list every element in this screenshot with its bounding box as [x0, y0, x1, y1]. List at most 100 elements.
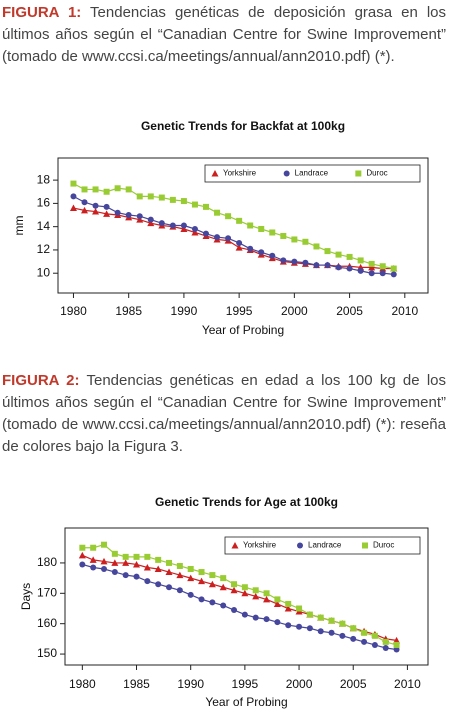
marker [158, 194, 165, 201]
marker [231, 581, 238, 588]
marker [357, 257, 364, 264]
marker [122, 553, 129, 560]
marker [382, 638, 389, 645]
marker [274, 596, 281, 603]
marker [241, 589, 249, 597]
x-tick-label: 1995 [232, 677, 259, 691]
marker [220, 602, 227, 609]
marker [169, 196, 176, 203]
marker [176, 587, 183, 594]
marker [280, 257, 287, 264]
marker [122, 559, 130, 566]
marker [209, 572, 216, 579]
marker [69, 204, 77, 212]
marker [350, 625, 357, 632]
marker [357, 267, 364, 274]
y-tick-label: 18 [37, 172, 51, 186]
marker [291, 236, 298, 243]
marker [198, 577, 206, 585]
marker [114, 185, 121, 192]
marker [103, 188, 110, 195]
y-tick-label: 160 [37, 616, 57, 630]
x-tick-label: 2005 [336, 304, 363, 318]
marker [297, 542, 303, 549]
marker [203, 230, 209, 237]
series-line [73, 207, 394, 270]
x-tick-label: 2000 [286, 677, 313, 691]
marker [379, 263, 386, 270]
marker [191, 225, 198, 232]
marker [114, 209, 121, 216]
marker [155, 581, 162, 588]
marker [180, 198, 187, 205]
marker [187, 591, 194, 598]
marker [324, 248, 331, 255]
marker [302, 259, 309, 266]
series-line [82, 554, 397, 641]
marker [147, 219, 155, 227]
series-line [82, 563, 397, 651]
marker [147, 216, 154, 223]
marker [339, 632, 346, 639]
marker [335, 264, 342, 271]
marker [158, 220, 165, 227]
marker [133, 553, 140, 560]
plot-frame [64, 527, 429, 666]
marker [111, 559, 119, 566]
marker [263, 590, 270, 597]
marker [258, 249, 265, 256]
marker [382, 644, 389, 651]
marker [235, 244, 243, 251]
x-tick-label: 1985 [115, 304, 142, 318]
marker [136, 213, 143, 220]
marker [313, 243, 320, 250]
marker [317, 628, 324, 635]
marker [346, 253, 353, 260]
marker [355, 170, 362, 177]
marker [317, 614, 324, 621]
marker [154, 565, 162, 573]
x-tick-label: 2000 [281, 304, 308, 318]
marker [225, 213, 232, 220]
x-tick-label: 1990 [177, 677, 204, 691]
marker [393, 636, 401, 644]
x-tick-label: 1980 [69, 677, 96, 691]
marker [241, 584, 248, 591]
y-tick-label: 180 [37, 555, 57, 569]
marker [169, 222, 176, 229]
marker [258, 225, 265, 232]
marker [306, 611, 313, 618]
marker [214, 209, 221, 216]
marker [78, 551, 86, 559]
series-line [73, 183, 394, 270]
marker [103, 210, 111, 217]
marker [198, 569, 205, 576]
marker [122, 572, 129, 579]
marker [176, 571, 184, 579]
chart: Genetic Trends for Age at 100kg 150 160 170… [19, 495, 429, 709]
series-line [82, 544, 397, 646]
marker [70, 193, 77, 200]
caption-label: FIGURA 2: [2, 372, 80, 389]
marker [368, 260, 375, 267]
y-axis-label: Days [19, 583, 33, 610]
marker [89, 556, 97, 563]
marker [269, 229, 276, 236]
caption-text: Tendencias genéticas de deposición grasa… [2, 4, 446, 65]
marker [291, 258, 298, 265]
legend-label: Duroc [366, 169, 387, 178]
marker [211, 170, 219, 177]
plot-frame [57, 157, 429, 294]
marker [269, 252, 276, 259]
marker [350, 635, 357, 642]
x-tick-label: 2010 [391, 304, 418, 318]
x-tick-label: 1990 [171, 304, 198, 318]
marker [361, 638, 368, 645]
legend-label: Landrace [308, 541, 342, 550]
marker [220, 575, 227, 582]
marker [231, 607, 238, 614]
marker [214, 234, 221, 241]
marker [100, 557, 108, 565]
legend-box [224, 536, 421, 555]
marker [393, 641, 400, 648]
